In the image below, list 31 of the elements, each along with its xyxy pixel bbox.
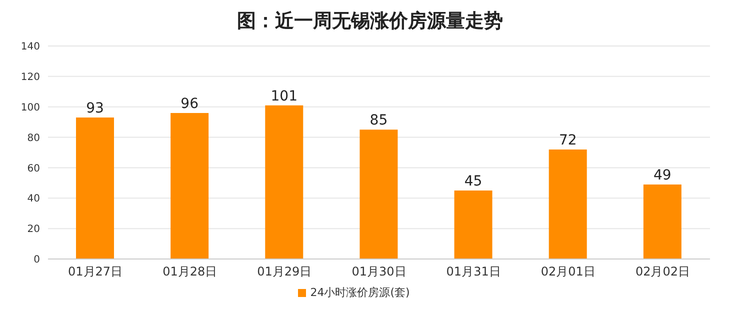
- x-tick-label: 02月02日: [635, 264, 690, 279]
- bar: [76, 118, 114, 259]
- data-label: 96: [180, 96, 199, 112]
- bar: [643, 184, 682, 259]
- y-tick-label: 140: [20, 42, 40, 53]
- x-tick-label: 01月29日: [257, 264, 312, 279]
- bar: [548, 149, 587, 259]
- bar: [265, 105, 304, 259]
- y-tick-label: 40: [27, 194, 40, 205]
- y-tick-label: 20: [27, 224, 40, 236]
- x-tick-label: 02月01日: [540, 264, 596, 279]
- x-tick-label: 01月27日: [68, 264, 123, 279]
- x-tick-label: 01月28日: [162, 264, 218, 279]
- bar: [360, 130, 398, 259]
- data-label: 49: [654, 167, 672, 184]
- data-label: 101: [270, 88, 298, 104]
- data-label: 85: [370, 112, 388, 129]
- bar: [170, 112, 209, 259]
- bar: [454, 190, 492, 259]
- chart-title: 图：近一周无锡涨价房源量走势: [236, 9, 504, 34]
- y-tick-label: 100: [20, 102, 40, 114]
- y-tick-label: 0: [34, 254, 40, 266]
- x-tick-label: 01月31日: [446, 264, 501, 279]
- x-tick-label: 01月30日: [352, 264, 406, 279]
- data-label: 72: [558, 132, 577, 148]
- legend-label: 24小时涨价房源(套): [310, 286, 410, 299]
- data-label: 93: [86, 100, 104, 117]
- y-tick-label: 120: [20, 72, 40, 83]
- data-label: 45: [464, 174, 482, 190]
- y-tick-label: 80: [27, 132, 40, 144]
- y-tick-label: 60: [27, 163, 40, 174]
